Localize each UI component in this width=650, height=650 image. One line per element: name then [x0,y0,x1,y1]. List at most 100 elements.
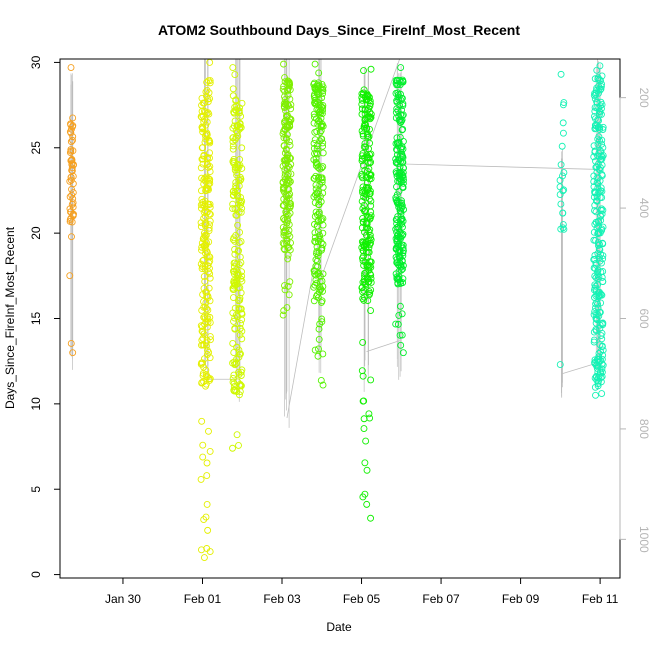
data-point [396,331,404,339]
data-point [319,122,327,130]
data-point [366,195,373,203]
data-point [590,228,598,236]
data-point [319,142,327,150]
data-point [591,207,598,215]
data-point [392,320,400,328]
data-point [599,126,607,133]
data-point [205,284,213,292]
data-point [397,78,405,86]
data-point [238,99,246,107]
data-point [366,214,374,222]
data-point [597,206,605,214]
data-point [359,247,367,255]
data-point [200,303,208,311]
data-point [235,368,242,376]
data-point [236,173,244,181]
data-point [393,220,401,228]
data-point [397,261,405,269]
data-point [593,315,600,323]
data-point [317,198,325,206]
data-point [201,320,208,328]
data-point [598,172,606,180]
data-point [590,338,598,346]
data-point [203,459,211,467]
y-tick-label: 25 [29,141,43,155]
data-point [238,309,246,317]
data-point [398,126,406,134]
data-point [598,365,606,373]
data-point [282,117,290,124]
data-point [398,331,406,339]
data-point [597,374,605,382]
data-point [231,360,239,368]
data-point [200,330,208,338]
data-point [594,241,602,249]
data-point [287,105,295,113]
data-point [236,325,244,333]
data-point [236,253,244,261]
data-point [315,335,323,343]
data-point [66,216,74,224]
data-point [591,95,599,103]
data-point [230,234,238,242]
data-point [399,265,406,273]
data-point [362,191,370,198]
data-point [313,149,320,157]
y-tick-label: 10 [29,397,43,411]
data-point [599,252,607,260]
data-point [199,112,207,120]
data-point [398,199,405,207]
data-point [318,318,326,326]
data-point [319,183,327,191]
y-axis: 0 5 10 15 20 25 30 [29,55,60,578]
data-point [319,381,327,389]
data-point [358,197,366,205]
data-point [393,228,401,236]
data-point [393,259,401,266]
data-point [398,232,406,239]
data-point [203,292,211,300]
data-point [198,546,205,554]
data-point [398,197,405,205]
data-point [318,94,326,102]
data-point [366,100,374,108]
data-point [204,154,212,161]
data-point [397,341,405,349]
data-point [556,183,564,191]
data-point [312,191,319,198]
data-point [313,257,321,265]
data-point [365,291,373,299]
data-point [396,101,404,109]
data-point [236,198,244,206]
track-connector [399,163,599,170]
data-point [557,70,565,78]
data-point [203,342,210,350]
data-point [68,233,75,241]
data-point [200,284,208,292]
data-point [68,185,75,193]
data-point [200,516,208,524]
data-point [597,332,605,340]
data-point [202,219,210,227]
data-point [366,262,374,270]
data-point [399,247,407,255]
data-point [285,163,293,171]
data-point [595,174,602,182]
data-point [229,85,237,93]
data-point [206,168,214,176]
data-point [592,391,599,399]
data-point [599,239,607,247]
data-point [232,164,240,172]
data-point [202,88,210,96]
data-point [399,154,407,161]
data-point [280,100,288,107]
data-point [231,163,239,171]
data-point [597,268,605,276]
data-point [206,203,214,211]
data-point [236,388,244,395]
data-point [557,161,565,169]
data-point [199,328,207,336]
data-point [359,372,367,380]
data-point [399,125,407,133]
data-point [280,142,288,150]
